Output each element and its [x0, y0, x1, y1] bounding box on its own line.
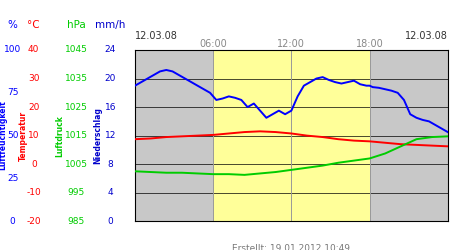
Text: 100: 100: [4, 46, 21, 54]
Text: 1005: 1005: [65, 160, 88, 169]
Bar: [369, 50, 448, 221]
Text: 12.03.08: 12.03.08: [405, 30, 448, 40]
Text: Luftfeuchtigkeit: Luftfeuchtigkeit: [0, 101, 7, 170]
Text: Luftdruck: Luftdruck: [55, 115, 64, 156]
Text: 10: 10: [28, 131, 40, 140]
Text: 75: 75: [7, 88, 18, 97]
Text: 24: 24: [104, 46, 116, 54]
Text: 8: 8: [108, 160, 113, 169]
Text: 25: 25: [7, 174, 18, 183]
Text: 40: 40: [28, 46, 40, 54]
Text: hPa: hPa: [67, 20, 86, 30]
Text: 16: 16: [104, 102, 116, 112]
Text: 1035: 1035: [65, 74, 88, 83]
Text: °C: °C: [27, 20, 40, 30]
Text: 0: 0: [31, 160, 36, 169]
Text: %: %: [8, 20, 18, 30]
Text: 1015: 1015: [65, 131, 88, 140]
Text: 1025: 1025: [65, 102, 88, 112]
Text: 12: 12: [104, 131, 116, 140]
Text: 1045: 1045: [65, 46, 88, 54]
Text: 20: 20: [28, 102, 40, 112]
Text: -10: -10: [27, 188, 41, 197]
Text: -20: -20: [27, 217, 41, 226]
Text: 50: 50: [7, 131, 18, 140]
Text: 0: 0: [108, 217, 113, 226]
Text: 985: 985: [68, 217, 85, 226]
Text: 12.03.08: 12.03.08: [135, 30, 178, 40]
Text: 20: 20: [104, 74, 116, 83]
Text: Temperatur: Temperatur: [19, 110, 28, 161]
Text: Erstellt: 19.01.2012 10:49: Erstellt: 19.01.2012 10:49: [232, 244, 351, 250]
Text: 4: 4: [108, 188, 113, 197]
Bar: [213, 50, 369, 221]
Text: Niederschlag: Niederschlag: [94, 107, 103, 164]
Text: 30: 30: [28, 74, 40, 83]
Text: 995: 995: [68, 188, 85, 197]
Text: 0: 0: [10, 217, 15, 226]
Text: mm/h: mm/h: [95, 20, 126, 30]
Bar: [135, 50, 213, 221]
